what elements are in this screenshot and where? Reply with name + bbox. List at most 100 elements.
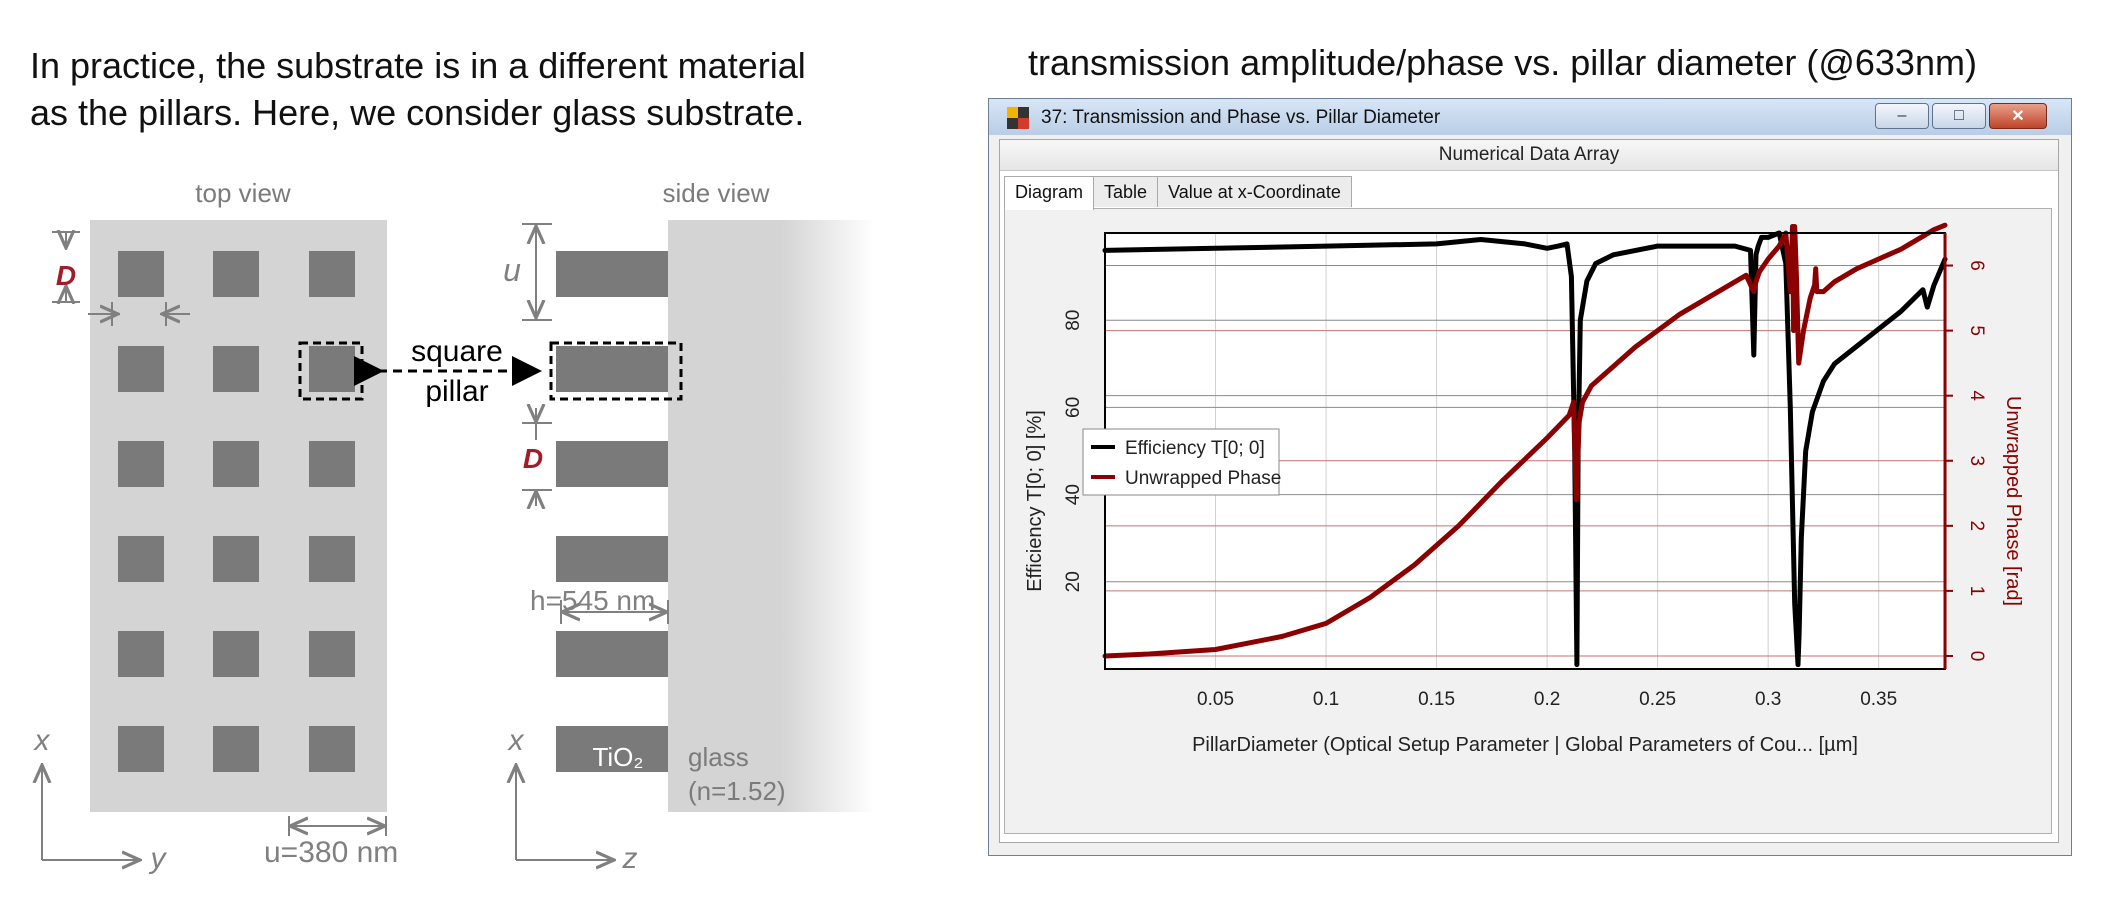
tab-table[interactable]: Table bbox=[1093, 176, 1159, 207]
legend-box bbox=[1082, 428, 1280, 496]
glass-substrate bbox=[668, 220, 874, 812]
x-tick-label: 0.2 bbox=[1534, 689, 1560, 710]
y-tick-label-left: 80 bbox=[1063, 310, 1084, 331]
square-label: square bbox=[411, 335, 503, 368]
y-tick-label-right: 1 bbox=[1966, 586, 1987, 597]
side-view-pillar bbox=[556, 441, 668, 487]
top-view-pillar bbox=[118, 536, 164, 582]
x-tick-label: 0.05 bbox=[1197, 689, 1234, 710]
efficiency-series-line bbox=[1102, 230, 1948, 668]
tio2-label: TiO₂ bbox=[592, 742, 643, 772]
window-title: 37: Transmission and Phase vs. Pillar Di… bbox=[1041, 107, 1441, 128]
pillar-diagram: top view side view square pillar D u D h… bbox=[33, 178, 874, 875]
d-label-top: D bbox=[56, 260, 76, 291]
x-axis-label: PillarDiameter (Optical Setup Parameter … bbox=[1192, 734, 1858, 756]
x-tick-label: 0.25 bbox=[1639, 689, 1676, 710]
y-tick-label-left: 20 bbox=[1063, 571, 1084, 592]
top-view-pillar bbox=[118, 251, 164, 297]
legend-label-phase: Unwrapped Phase bbox=[1125, 468, 1281, 489]
phase-series-line bbox=[1102, 222, 1948, 659]
glass-label: glass bbox=[688, 742, 749, 772]
top-view-pillar bbox=[213, 631, 259, 677]
top-view-pillar bbox=[309, 441, 355, 487]
d-dimension-top bbox=[52, 232, 190, 326]
window-content: Numerical Data Array Diagram Table Value… bbox=[999, 139, 2059, 843]
top-view-pillar bbox=[309, 726, 355, 772]
y-axis-label-left: Efficiency T[0; 0] [%] bbox=[1024, 410, 1046, 592]
top-view-label: top view bbox=[195, 178, 291, 208]
highlight-top-pillar bbox=[298, 341, 364, 401]
side-view-pillar bbox=[556, 631, 668, 677]
top-view-pillar bbox=[213, 536, 259, 582]
y-tick-label-left: 40 bbox=[1063, 484, 1084, 505]
close-button[interactable]: ✕ bbox=[1989, 103, 2047, 129]
side-view-pillars bbox=[556, 251, 668, 772]
d-label-side: D bbox=[523, 443, 543, 474]
top-view-pillar bbox=[309, 251, 355, 297]
u-dimension-side bbox=[522, 223, 552, 321]
efficiency-phase-chart[interactable]: 0.05 0.1 0.15 0.2 0.25 0.3 0.35 20 40 60 80 0 1 2 3 4 5 6… bbox=[1005, 209, 2051, 833]
maximize-button[interactable]: □ bbox=[1932, 103, 1986, 129]
top-view-pillar bbox=[309, 631, 355, 677]
minimize-button[interactable]: – bbox=[1875, 103, 1929, 129]
top-view-pillar bbox=[118, 346, 164, 392]
y-tick-label-right: 5 bbox=[1966, 325, 1987, 336]
chart-title: transmission amplitude/phase vs. pillar … bbox=[1028, 42, 1977, 83]
y-tick-label-right: 2 bbox=[1966, 521, 1987, 532]
d-dimension-side bbox=[522, 408, 552, 506]
chart-legend: Efficiency T[0; 0] Unwrapped Phase bbox=[1082, 428, 1281, 496]
n-label: (n=1.52) bbox=[688, 776, 786, 806]
top-view-substrate bbox=[90, 220, 387, 812]
legend-label-efficiency: Efficiency T[0; 0] bbox=[1125, 438, 1265, 459]
app-icon bbox=[1007, 107, 1029, 129]
top-view-pillar bbox=[213, 251, 259, 297]
tab-value-at-x[interactable]: Value at x-Coordinate bbox=[1157, 176, 1352, 207]
tab-diagram[interactable]: Diagram bbox=[1004, 176, 1095, 210]
u-label-side: u bbox=[503, 252, 521, 288]
side-view-pillar bbox=[556, 346, 668, 392]
highlight-side-pillar bbox=[549, 341, 683, 401]
side-view-label: side view bbox=[663, 178, 770, 208]
axes-top-view bbox=[42, 765, 140, 860]
y-axis-label-right: Unwrapped Phase [rad] bbox=[2002, 396, 2024, 606]
top-view-pillar bbox=[213, 346, 259, 392]
minimize-icon: – bbox=[1897, 107, 1907, 124]
y-tick-label-right: 0 bbox=[1966, 651, 1987, 662]
diagram-panel: 0.05 0.1 0.15 0.2 0.25 0.3 0.35 20 40 60 80 0 1 2 3 4 5 6… bbox=[1004, 208, 2052, 834]
y-tick-label-left: 60 bbox=[1063, 397, 1084, 418]
x-tick-label: 0.3 bbox=[1755, 689, 1781, 710]
pillar-label: pillar bbox=[425, 375, 488, 408]
y-tick-label-right: 4 bbox=[1966, 390, 1987, 401]
side-view-pillar bbox=[556, 536, 668, 582]
axis-x-label-side: x bbox=[507, 724, 525, 757]
top-view-pillar bbox=[118, 631, 164, 677]
chart-ticks: 0.05 0.1 0.15 0.2 0.25 0.3 0.35 20 40 60 80 0 1 2 3 4 5 6 bbox=[1063, 233, 1987, 710]
title-bar[interactable]: 37: Transmission and Phase vs. Pillar Di… bbox=[989, 99, 2071, 135]
y-tick-label-right: 3 bbox=[1966, 455, 1987, 466]
top-view-pillar bbox=[118, 726, 164, 772]
maximize-icon: □ bbox=[1954, 107, 1964, 124]
intro-line-2: as the pillars. Here, we consider glass … bbox=[30, 92, 805, 133]
intro-text: In practice, the substrate is in a diffe… bbox=[30, 42, 930, 136]
top-view-pillar bbox=[118, 441, 164, 487]
y-tick-label-right: 6 bbox=[1966, 260, 1987, 271]
chart-series bbox=[1102, 222, 1948, 668]
side-view-pillar bbox=[556, 251, 668, 297]
top-view-pillar bbox=[309, 536, 355, 582]
u-value-label: u=380 nm bbox=[264, 836, 398, 869]
side-view-pillar bbox=[556, 726, 668, 772]
h-label: h=545 nm bbox=[530, 585, 655, 616]
close-icon: ✕ bbox=[2011, 108, 2025, 125]
top-view-pillar bbox=[213, 726, 259, 772]
h-dimension bbox=[560, 600, 669, 624]
axes-side-view bbox=[516, 765, 614, 860]
axis-y-label: y bbox=[149, 842, 168, 875]
top-view-pillar bbox=[309, 346, 355, 392]
x-tick-label: 0.35 bbox=[1860, 689, 1897, 710]
x-tick-label: 0.15 bbox=[1418, 689, 1455, 710]
u-dimension-bottom bbox=[288, 816, 387, 836]
intro-line-1: In practice, the substrate is in a diffe… bbox=[30, 45, 806, 86]
axis-x-label-top: x bbox=[33, 724, 51, 757]
axis-z-label: z bbox=[622, 842, 638, 875]
top-view-pillar bbox=[213, 441, 259, 487]
